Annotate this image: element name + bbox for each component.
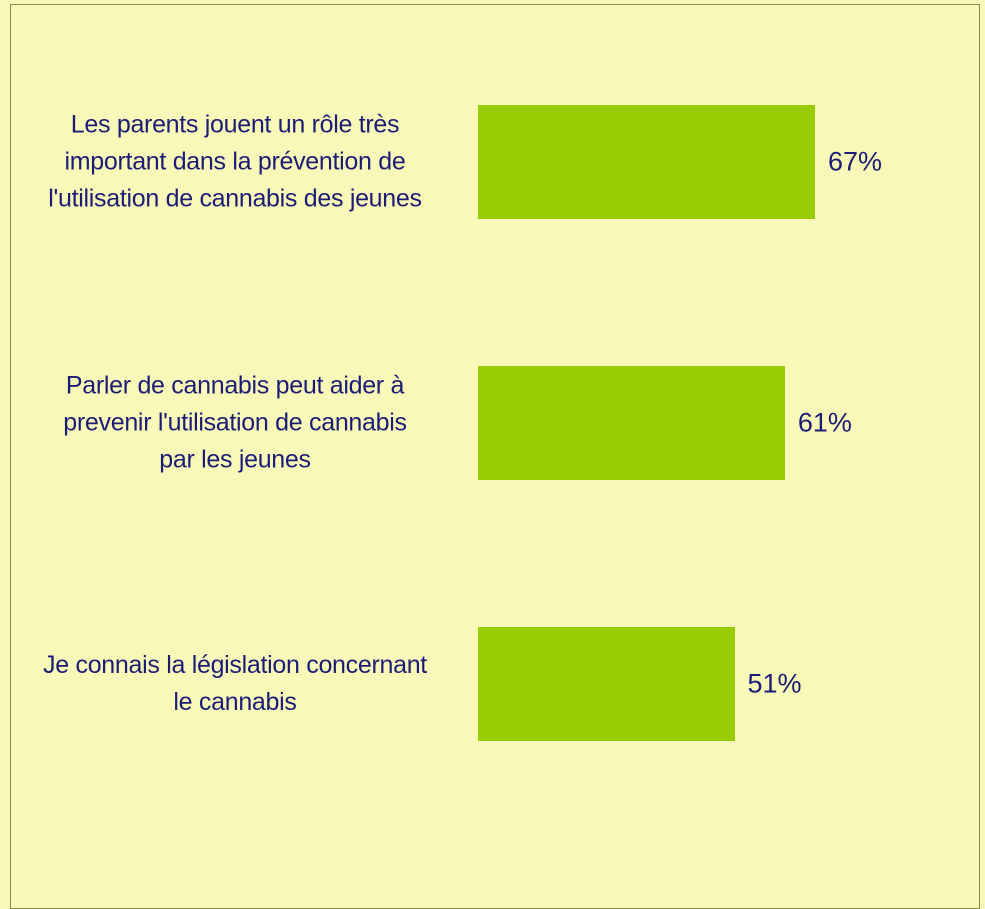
category-label: Je connais la législation concernant le … bbox=[43, 651, 427, 716]
value-label: 61% bbox=[797, 407, 852, 438]
category-label: Les parents jouent un rôle très importan… bbox=[48, 110, 422, 213]
value-label: 51% bbox=[747, 668, 802, 699]
value-label: 67% bbox=[828, 146, 883, 177]
category-label: Parler de cannabis peut aider à prevenir… bbox=[63, 371, 407, 474]
bar bbox=[478, 366, 785, 480]
bar bbox=[478, 105, 815, 219]
bar bbox=[478, 627, 735, 741]
